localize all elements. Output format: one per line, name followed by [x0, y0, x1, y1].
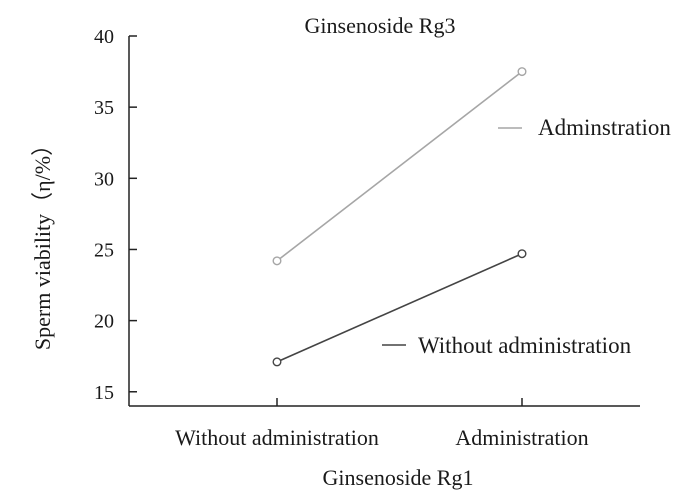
chart-title: Ginsenoside Rg3 — [305, 13, 456, 38]
series-layer — [272, 67, 527, 367]
series-line-adminstration — [276, 70, 523, 262]
y-ticks: 15 20 25 30 35 40 — [94, 26, 137, 404]
y-tick-label-40: 40 — [94, 26, 114, 48]
data-point-adminstration-administration — [517, 67, 527, 77]
x-ticks: Without administration Administration — [175, 398, 589, 450]
x-axis-label: Ginsenoside Rg1 — [323, 465, 474, 490]
y-tick-label-30: 30 — [94, 168, 114, 190]
data-point-without-administration-without-administration — [272, 357, 282, 367]
x-tick-label-administration: Administration — [455, 425, 588, 450]
legend-item-adminstration: Adminstration — [498, 115, 671, 140]
legend-label-adminstration: Adminstration — [538, 115, 671, 140]
y-tick-label-25: 25 — [94, 239, 114, 261]
legend-item-without-administration: Without administration — [382, 333, 632, 358]
y-tick-label-35: 35 — [94, 97, 114, 119]
y-tick-label-20: 20 — [94, 311, 114, 333]
y-tick-label-15: 15 — [94, 382, 114, 404]
data-point-adminstration-without-administration — [272, 256, 282, 266]
legend-label-without-administration: Without administration — [418, 333, 632, 358]
series-line-without-administration — [276, 252, 523, 363]
y-axis-label: Sperm viability（η/%） — [30, 134, 55, 350]
data-point-without-administration-administration — [517, 249, 527, 259]
x-tick-label-without-administration: Without administration — [175, 425, 379, 450]
